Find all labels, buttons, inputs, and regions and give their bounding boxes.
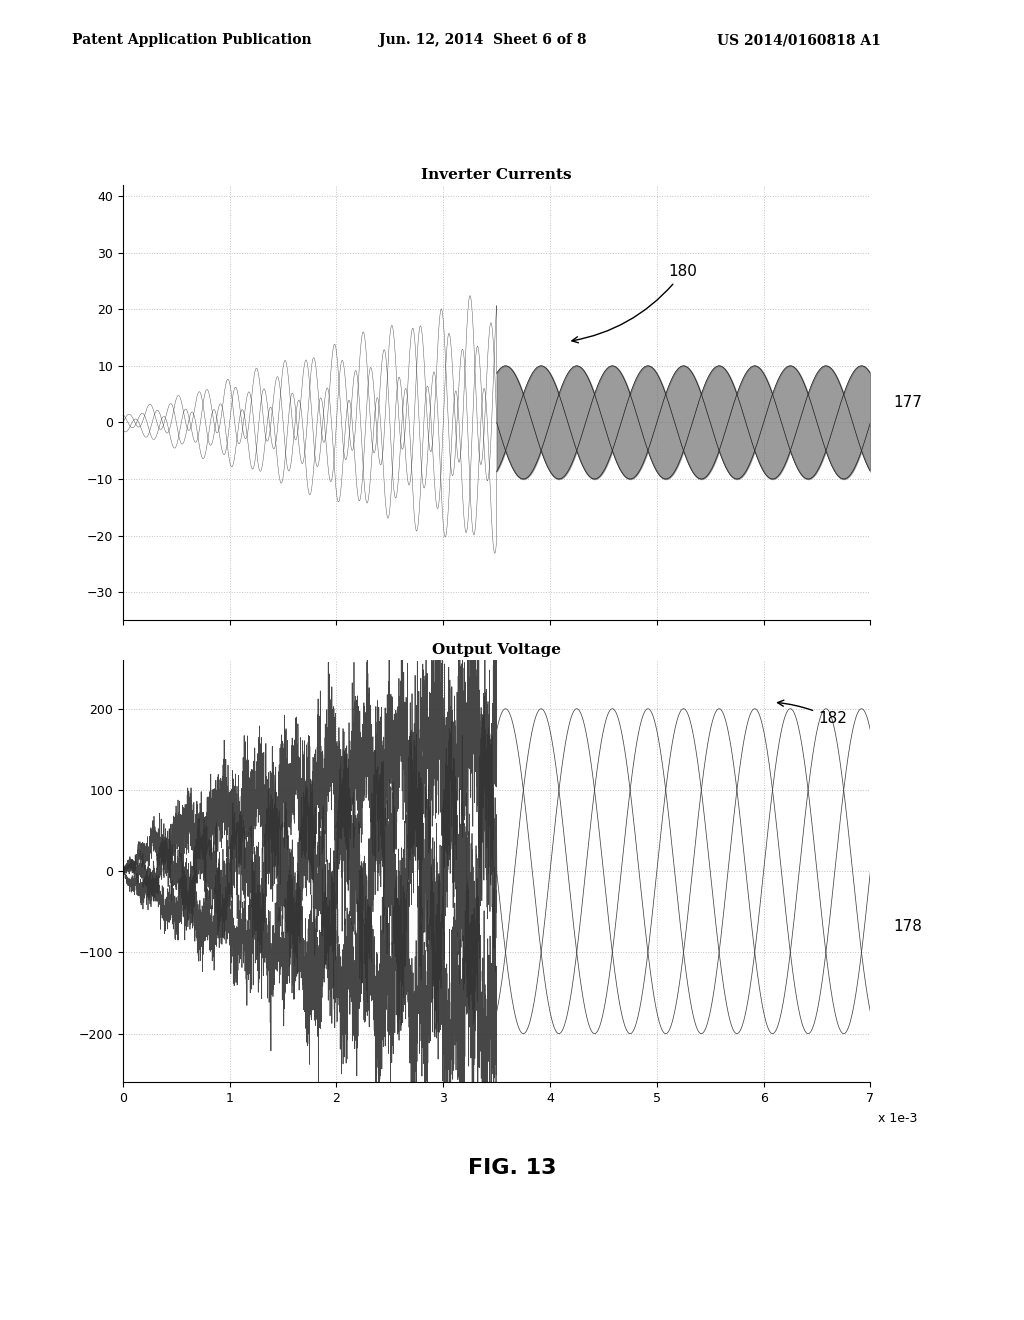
Text: 182: 182 [777,700,847,726]
Text: Jun. 12, 2014  Sheet 6 of 8: Jun. 12, 2014 Sheet 6 of 8 [379,33,587,48]
Text: Patent Application Publication: Patent Application Publication [72,33,311,48]
Text: 178: 178 [893,919,922,933]
Text: 180: 180 [572,264,697,343]
Text: US 2014/0160818 A1: US 2014/0160818 A1 [717,33,881,48]
Text: FIG. 13: FIG. 13 [468,1158,556,1179]
Text: 177: 177 [893,395,922,411]
Title: Output Voltage: Output Voltage [432,643,561,657]
Text: x 1e-3: x 1e-3 [878,1111,918,1125]
Title: Inverter Currents: Inverter Currents [421,168,572,182]
